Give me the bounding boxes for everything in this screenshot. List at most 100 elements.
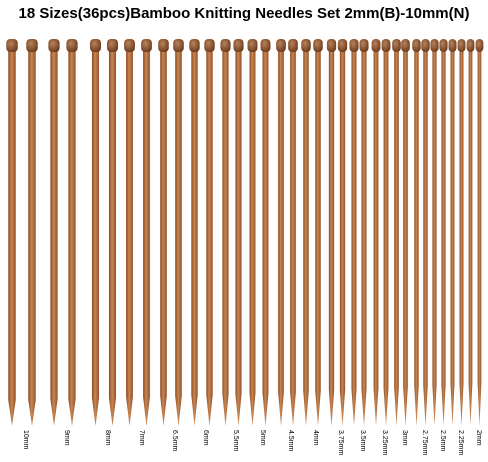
needle-shaft — [222, 50, 229, 426]
size-label: 4mm — [312, 430, 319, 446]
needle — [189, 39, 200, 426]
size-label: 8mm — [104, 430, 111, 446]
size-label: 4.5mm — [287, 430, 294, 452]
needles — [6, 39, 484, 426]
needle-knob — [381, 39, 391, 52]
needle-knob — [260, 39, 271, 52]
needle-shaft — [373, 50, 379, 426]
needle-knob — [466, 39, 475, 52]
size-label: 5.5mm — [232, 430, 239, 452]
needle-knob — [401, 39, 410, 52]
needle — [247, 39, 258, 426]
needle-knob — [220, 39, 231, 52]
needle-shaft — [450, 50, 455, 426]
needle — [26, 39, 38, 426]
needle-knob — [371, 39, 381, 52]
size-label: 2.5mm — [439, 430, 446, 452]
needle-knob — [430, 39, 439, 52]
needle-knob — [106, 39, 119, 52]
needle-shaft — [394, 50, 399, 426]
size-label: 7mm — [138, 430, 145, 446]
needle-shaft — [414, 50, 419, 426]
needle-knob — [337, 39, 348, 52]
needle — [48, 39, 60, 426]
needle-knob — [233, 39, 244, 52]
needle — [313, 39, 323, 426]
size-labels: 10mm 9mm 8mm 7mm 6.5mm 6mm 5.5mm 5mm 4.5mm 4mm 3.7… — [22, 430, 482, 455]
needle-knob — [412, 39, 421, 52]
needle-knob — [301, 39, 311, 52]
needle — [220, 39, 231, 426]
title: 18 Sizes(36pcs)Bamboo Knitting Needles S… — [19, 5, 470, 22]
needle-shaft — [423, 50, 428, 426]
needle — [6, 39, 18, 426]
needle — [158, 39, 169, 426]
needle-shaft — [191, 50, 198, 426]
size-label: 5mm — [259, 430, 266, 446]
needle — [260, 39, 271, 426]
needle-shaft — [126, 50, 133, 426]
needle — [401, 39, 410, 426]
needle — [276, 39, 286, 426]
needle — [233, 39, 244, 426]
needle-shaft — [383, 50, 389, 426]
needle-shaft — [315, 50, 321, 426]
needle-shaft — [91, 50, 100, 426]
needle-shaft — [278, 50, 284, 426]
needle — [412, 39, 421, 426]
needle-shaft — [160, 50, 167, 426]
size-label: 3mm — [401, 430, 408, 446]
needle-knob — [158, 39, 169, 52]
size-label: 3.25mm — [381, 430, 388, 455]
needle-knob — [48, 39, 60, 52]
size-label: 2.75mm — [421, 430, 428, 455]
needle-knob — [26, 39, 38, 52]
needle — [89, 39, 102, 426]
needle-knob — [6, 39, 18, 52]
needle-shaft — [468, 50, 473, 426]
needle — [392, 39, 401, 426]
needle-knob — [247, 39, 258, 52]
needle-shaft — [290, 50, 296, 426]
needle — [288, 39, 298, 426]
needle — [301, 39, 311, 426]
needle — [106, 39, 119, 426]
needle — [349, 39, 359, 426]
needle-shaft — [108, 50, 117, 426]
size-label: 6mm — [202, 430, 209, 446]
needle-knob — [141, 39, 152, 52]
needle — [359, 39, 369, 426]
needle-shaft — [477, 50, 482, 426]
needle — [448, 39, 457, 426]
needle-knob — [89, 39, 102, 52]
size-label: 3.5mm — [359, 430, 366, 452]
needle-shaft — [206, 50, 213, 426]
needle-knob — [66, 39, 78, 52]
needle — [371, 39, 381, 426]
needle-shaft — [361, 50, 367, 426]
needle-shaft — [351, 50, 357, 426]
needle-knob — [475, 39, 484, 52]
needle-shaft — [459, 50, 464, 426]
needle-knob — [124, 39, 135, 52]
needle — [421, 39, 430, 426]
needle-shaft — [339, 50, 346, 426]
needle-shaft — [328, 50, 335, 426]
needle-knob — [288, 39, 298, 52]
needle-shaft — [441, 50, 446, 426]
needle-shaft — [432, 50, 437, 426]
needle — [326, 39, 337, 426]
needle-knob — [439, 39, 448, 52]
needle-shaft — [403, 50, 408, 426]
needle-shaft — [8, 50, 16, 426]
needle — [466, 39, 475, 426]
size-label: 6.5mm — [171, 430, 178, 452]
needle — [173, 39, 184, 426]
size-label: 9mm — [63, 430, 70, 446]
size-label: 2mm — [475, 430, 482, 446]
needle — [337, 39, 348, 426]
needle-shaft — [262, 50, 269, 426]
needle — [430, 39, 439, 426]
needle — [457, 39, 466, 426]
needle — [439, 39, 448, 426]
